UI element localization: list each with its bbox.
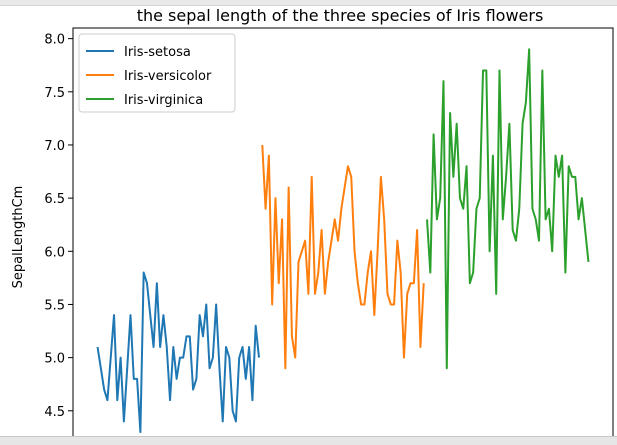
- y-tick-label: 5.5: [44, 298, 65, 313]
- window-top-strip: [0, 0, 617, 6]
- legend-label: Iris-setosa: [124, 45, 191, 60]
- y-tick-label: 7.5: [44, 86, 65, 101]
- series-line-iris-virginica: [426, 48, 590, 370]
- window-bottom-strip: [0, 436, 617, 445]
- legend-label: Iris-versicolor: [124, 69, 212, 84]
- series-line-iris-setosa: [96, 271, 260, 434]
- legend: Iris-setosa Iris-versicolor Iris-virginica: [78, 33, 236, 113]
- legend-box: [78, 33, 236, 113]
- plot-frame: [72, 27, 614, 444]
- y-tick-label: 6.0: [44, 245, 65, 260]
- y-tick-label: 5.0: [44, 352, 65, 367]
- y-axis-label: SepalLengthCm: [11, 186, 26, 289]
- y-tick-label: 8.0: [44, 33, 65, 48]
- y-axis: 4.5 5.0 5.5 6.0 6.5 7.0 7.5 8.0: [44, 33, 73, 420]
- plot-area: [96, 48, 590, 434]
- chart-title: the sepal length of the three species of…: [137, 6, 544, 25]
- y-tick-label: 6.5: [44, 192, 65, 207]
- legend-label: Iris-virginica: [124, 93, 203, 108]
- series-line-iris-versicolor: [261, 144, 425, 370]
- y-tick-label: 7.0: [44, 139, 65, 154]
- y-tick-label: 4.5: [44, 405, 65, 420]
